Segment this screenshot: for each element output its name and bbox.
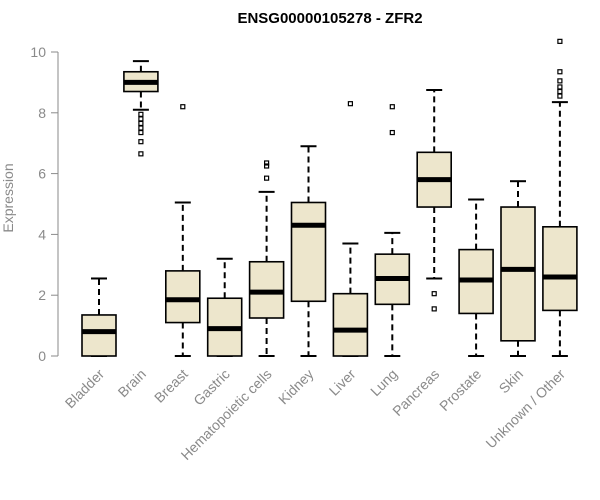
outlier-point bbox=[557, 93, 563, 99]
outlier-point bbox=[264, 175, 270, 181]
y-tick-label: 4 bbox=[38, 226, 46, 242]
box-group bbox=[206, 257, 243, 357]
chart-title: ENSG00000105278 - ZFR2 bbox=[237, 10, 422, 27]
outlier-point bbox=[557, 84, 563, 90]
outlier-point bbox=[138, 151, 144, 157]
box-group bbox=[81, 277, 117, 357]
box-group bbox=[374, 104, 411, 357]
y-tick-label: 6 bbox=[38, 166, 46, 182]
outlier-point bbox=[138, 129, 144, 136]
y-axis: 0 2 4 6 8 10 bbox=[30, 44, 59, 364]
box-group bbox=[290, 145, 327, 357]
outlier-point bbox=[431, 306, 437, 312]
x-tick-label: Lung bbox=[367, 366, 400, 399]
outlier-point bbox=[138, 111, 144, 117]
outlier-point bbox=[557, 69, 563, 75]
y-tick-label: 10 bbox=[30, 44, 46, 60]
y-tick-label: 0 bbox=[38, 348, 46, 364]
outlier-point bbox=[431, 291, 437, 297]
outlier-point bbox=[557, 88, 563, 95]
x-tick-label: Bladder bbox=[62, 366, 108, 412]
box-group bbox=[248, 160, 285, 357]
outlier-point bbox=[264, 163, 270, 169]
outlier-point bbox=[347, 101, 353, 107]
x-tick-label: Pancreas bbox=[389, 366, 442, 419]
box-group bbox=[500, 180, 536, 357]
x-tick-label: Kidney bbox=[275, 366, 317, 408]
plot-area bbox=[81, 38, 578, 357]
x-tick-label: Breast bbox=[151, 366, 191, 406]
outlier-point bbox=[389, 104, 395, 110]
iqr-box bbox=[500, 206, 536, 342]
box-group bbox=[123, 60, 159, 157]
iqr-box bbox=[290, 201, 327, 303]
box-group bbox=[458, 198, 494, 357]
iqr-box bbox=[165, 270, 201, 324]
iqr-box bbox=[332, 292, 369, 357]
outlier-point bbox=[138, 125, 144, 131]
x-tick-label: Prostate bbox=[436, 366, 484, 414]
x-tick-label: Brain bbox=[115, 366, 149, 400]
outlier-point bbox=[138, 120, 144, 127]
outlier-point bbox=[180, 104, 186, 110]
iqr-box bbox=[81, 314, 117, 357]
x-tick-label: Skin bbox=[496, 366, 527, 397]
outlier-point bbox=[557, 78, 563, 84]
outlier-point bbox=[138, 139, 144, 145]
outlier-point bbox=[389, 129, 395, 136]
x-tick-label: Unknown / Other bbox=[482, 366, 568, 452]
y-axis-label: Expression bbox=[0, 163, 16, 232]
box-group bbox=[165, 104, 201, 357]
outlier-point bbox=[138, 116, 144, 122]
x-tick-label: Liver bbox=[326, 366, 359, 399]
y-tick-label: 8 bbox=[38, 105, 46, 121]
iqr-box bbox=[542, 226, 578, 312]
y-tick-label: 2 bbox=[38, 287, 46, 303]
box-group bbox=[416, 89, 453, 312]
box-group bbox=[332, 101, 369, 357]
box-group bbox=[542, 38, 578, 357]
outlier-point bbox=[264, 160, 270, 166]
outlier-point bbox=[557, 38, 563, 44]
